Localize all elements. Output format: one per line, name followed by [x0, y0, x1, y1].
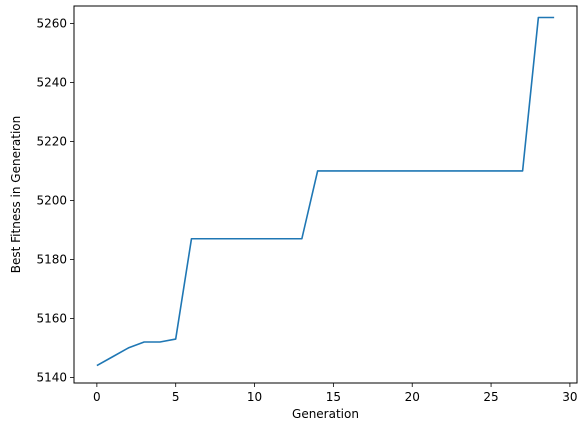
y-tick-label: 5240 — [36, 75, 67, 89]
y-tick-label: 5200 — [36, 193, 67, 207]
x-axis-ticks: 0 5 10 15 20 25 30 — [93, 383, 578, 404]
series-line — [96, 16, 555, 367]
y-axis-ticks: 5140 5160 5180 5200 5220 5240 5260 — [36, 16, 74, 384]
y-tick-label: 5160 — [36, 311, 67, 325]
y-tick-label: 5140 — [36, 370, 67, 384]
x-tick-label: 10 — [247, 390, 262, 404]
y-tick-label: 5220 — [36, 134, 67, 148]
y-tick-label: 5260 — [36, 16, 67, 30]
series-layer — [96, 16, 555, 367]
x-axis-label: Generation — [292, 407, 359, 421]
x-tick-label: 15 — [326, 390, 341, 404]
x-tick-label: 20 — [405, 390, 420, 404]
x-tick-label: 5 — [172, 390, 180, 404]
y-axis-label: Best Fitness in Generation — [9, 116, 23, 273]
x-tick-label: 25 — [483, 390, 498, 404]
x-tick-label: 30 — [562, 390, 577, 404]
plot-area — [73, 5, 578, 384]
y-tick-label: 5180 — [36, 252, 67, 266]
x-tick-label: 0 — [93, 390, 101, 404]
